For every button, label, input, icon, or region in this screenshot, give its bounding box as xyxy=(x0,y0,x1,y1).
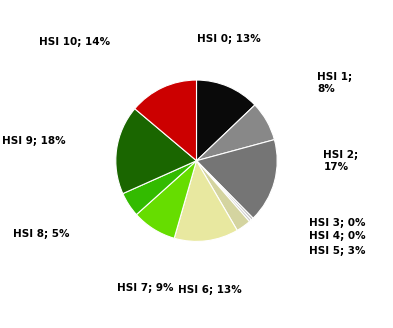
Wedge shape xyxy=(135,80,196,161)
Wedge shape xyxy=(116,109,196,194)
Text: HSI 4; 0%: HSI 4; 0% xyxy=(309,231,366,241)
Wedge shape xyxy=(196,161,251,222)
Wedge shape xyxy=(174,161,237,241)
Wedge shape xyxy=(196,80,255,161)
Text: HSI 9; 18%: HSI 9; 18% xyxy=(2,136,65,146)
Text: HSI 5; 3%: HSI 5; 3% xyxy=(309,246,366,256)
Wedge shape xyxy=(196,140,277,218)
Wedge shape xyxy=(196,161,250,230)
Wedge shape xyxy=(123,161,196,215)
Text: HSI 7; 9%: HSI 7; 9% xyxy=(117,283,173,293)
Text: HSI 6; 13%: HSI 6; 13% xyxy=(178,285,241,295)
Wedge shape xyxy=(136,161,196,238)
Text: HSI 2;
17%: HSI 2; 17% xyxy=(323,150,358,172)
Text: HSI 8; 5%: HSI 8; 5% xyxy=(13,229,70,239)
Text: HSI 10; 14%: HSI 10; 14% xyxy=(39,37,110,47)
Wedge shape xyxy=(196,161,253,220)
Text: HSI 3; 0%: HSI 3; 0% xyxy=(309,218,366,228)
Wedge shape xyxy=(196,105,274,161)
Text: HSI 0; 13%: HSI 0; 13% xyxy=(197,34,261,44)
Text: HSI 1;
8%: HSI 1; 8% xyxy=(317,72,352,94)
